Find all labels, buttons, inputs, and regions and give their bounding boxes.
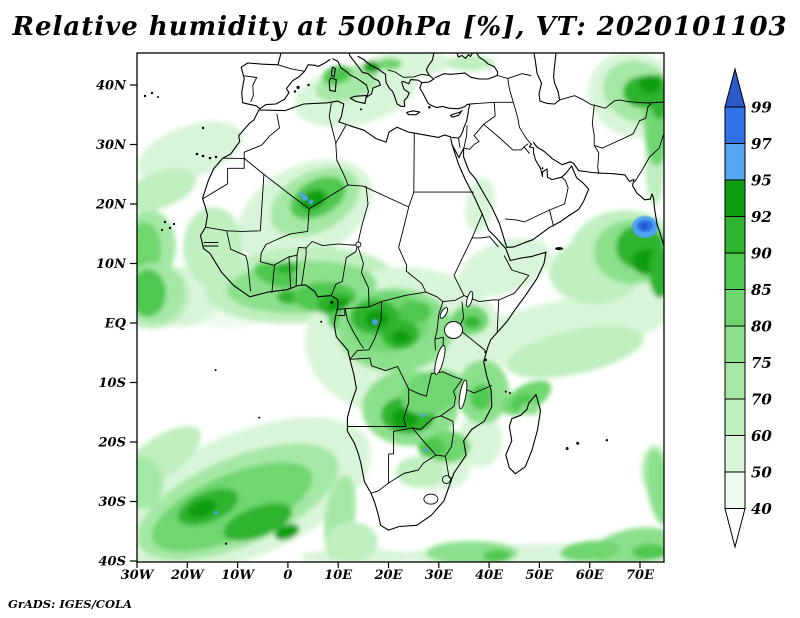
colorbar-segment <box>724 143 746 181</box>
lon-tick-label: 0 <box>283 568 292 583</box>
lakes <box>355 241 474 410</box>
madagascar-coastline <box>505 393 542 475</box>
colorbar-segment <box>724 435 746 473</box>
lon-tick-label: 50E <box>525 568 554 583</box>
colorbar-segment <box>724 252 746 290</box>
lat-tick-label: 10N <box>96 257 127 272</box>
lat-tick-label: EQ <box>104 317 127 332</box>
latitude-axis: 40N 30N 20N 10N EQ 10S 20S 30S 40S <box>95 79 137 570</box>
colorbar-legend: 99 97 95 92 90 85 80 75 70 60 50 40 <box>724 67 772 549</box>
lon-tick-label: 30E <box>425 568 454 583</box>
crete-coastline <box>406 110 421 116</box>
colorbar-segment <box>724 398 746 436</box>
cyprus-coastline <box>449 110 463 118</box>
lake-chad <box>355 241 362 248</box>
lon-tick-label: 20W <box>170 568 205 583</box>
colorbar-segment <box>724 325 746 363</box>
corsica-coastline <box>330 66 336 78</box>
page-title: Relative humidity at 500hPa [%], VT: 202… <box>12 12 788 42</box>
colorbar-tick-label: 75 <box>751 354 772 372</box>
colorbar-tick-label: 60 <box>751 427 772 445</box>
colorbar-tick-label: 85 <box>751 281 772 299</box>
lon-tick-label: 10E <box>324 568 353 583</box>
lat-tick-label: 10S <box>99 376 126 391</box>
lon-tick-label: 60E <box>576 568 605 583</box>
high-humidity-blue-cores <box>214 192 658 515</box>
colorbar-segment <box>724 179 746 217</box>
lon-tick-label: 10W <box>221 568 255 583</box>
iran-india-coastline <box>532 141 664 247</box>
iberia-coastline <box>240 53 331 110</box>
lake-malawi <box>458 379 468 410</box>
lon-tick-label: 40E <box>475 568 504 583</box>
balkans-turkey-levant-coastline <box>357 55 471 139</box>
map-frame <box>136 52 665 563</box>
lat-tick-label: 30N <box>96 138 127 153</box>
country-borders <box>202 64 664 505</box>
colorbar-tick-label: 40 <box>751 500 772 518</box>
lat-tick-label: 20S <box>98 436 126 451</box>
colorbar-tick-label: 99 <box>751 99 772 117</box>
italy-coastline <box>332 53 382 98</box>
sinai-coastline <box>451 143 465 159</box>
colorbar-tick-label: 80 <box>751 318 772 336</box>
lon-tick-label: 20E <box>374 568 404 583</box>
lon-tick-label: 30W <box>121 568 155 583</box>
lake-tanganyika <box>434 344 446 375</box>
colorbar-tick-label: 90 <box>751 245 772 263</box>
colorbar-segment <box>724 289 746 327</box>
colorbar-segment <box>724 362 746 400</box>
crimea-coastline <box>456 53 474 60</box>
anatolia-north-coastline <box>434 53 499 80</box>
caspian-sea-coastline <box>533 53 561 105</box>
colorbar-arrow-up-icon <box>724 67 746 108</box>
colorbar-segment <box>724 471 746 509</box>
colorbar-tick-label: 92 <box>751 208 772 226</box>
colorbar-arrow-down-icon <box>724 508 746 549</box>
lake-turkana <box>465 290 474 308</box>
lat-tick-label: 40S <box>99 555 126 570</box>
grads-credit: GrADS: IGES/COLA <box>8 597 132 611</box>
arabia-coastline <box>463 143 590 248</box>
africa-coastline <box>199 100 547 531</box>
colorbar-tick-label: 97 <box>751 135 772 153</box>
lat-tick-label: 40N <box>96 79 127 94</box>
sicily-coastline <box>349 94 367 104</box>
islands <box>143 83 609 545</box>
longitude-axis: 30W 20W 10W 0 10E 20E 30E 40E 50E 60E 70E <box>121 562 655 583</box>
colorbar-tick-label: 50 <box>751 464 772 482</box>
colorbar-segment <box>724 106 746 144</box>
colorbar-tick-label: 95 <box>751 172 772 190</box>
colorbar-tick-label: 70 <box>751 391 772 409</box>
lake-victoria <box>444 321 463 339</box>
humidity-shading-field <box>137 53 664 562</box>
lat-tick-label: 20N <box>95 198 127 213</box>
sardinia-coastline <box>328 77 337 93</box>
lake-albert <box>439 307 449 319</box>
lon-tick-label: 70E <box>626 568 655 583</box>
lat-tick-label: 30S <box>99 495 126 510</box>
colorbar-segment <box>724 216 746 254</box>
